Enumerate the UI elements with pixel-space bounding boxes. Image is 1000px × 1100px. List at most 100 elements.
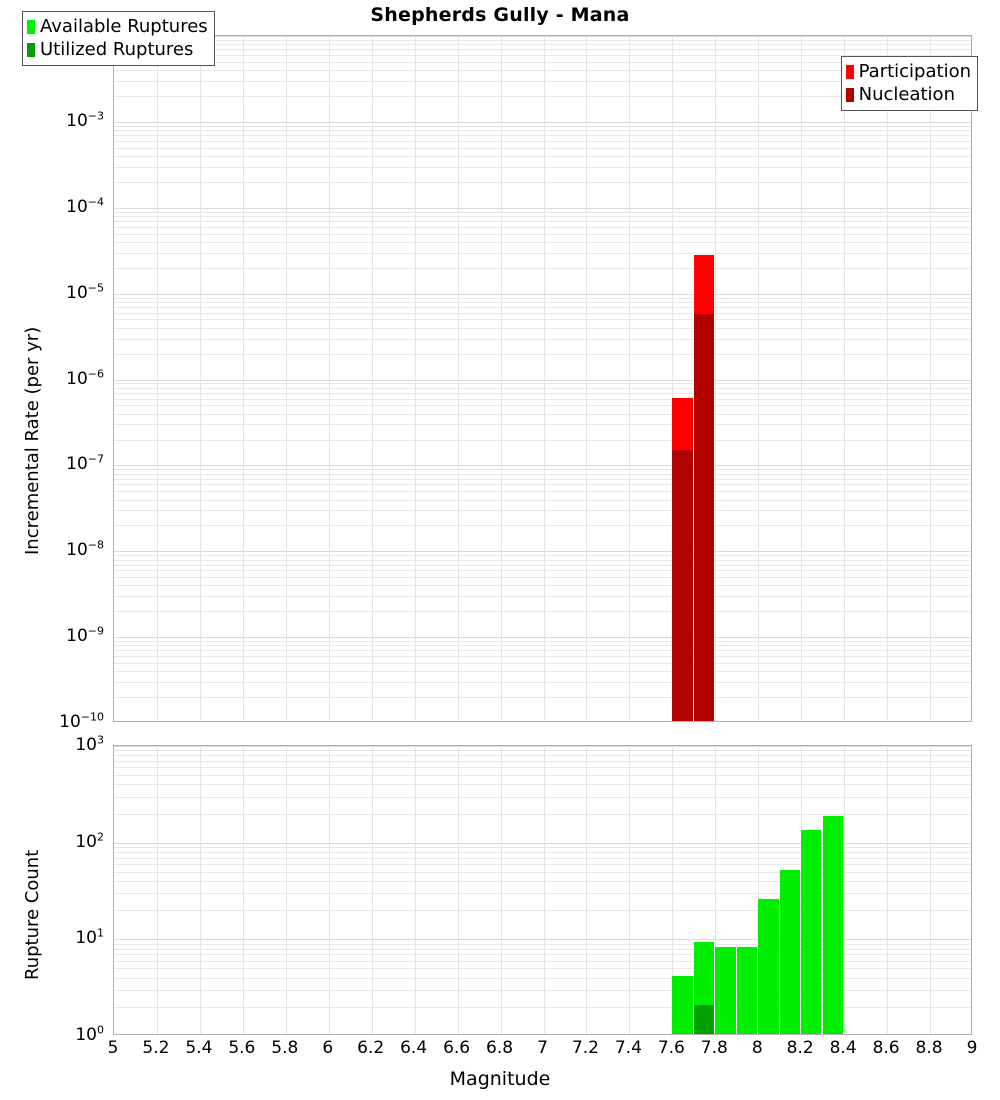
gridline-horizontal xyxy=(114,943,971,945)
legend-item-available-ruptures: Available Ruptures xyxy=(27,15,208,38)
gridline-vertical xyxy=(887,746,888,1034)
gridline-vertical xyxy=(372,746,373,1034)
gridline-horizontal xyxy=(114,796,971,798)
gridline-horizontal xyxy=(114,893,971,895)
bar-segment-available-ruptures xyxy=(779,869,800,1034)
gridline-horizontal xyxy=(114,312,971,314)
gridline-horizontal xyxy=(114,398,971,400)
bar-7.65 xyxy=(672,746,693,1034)
x-axis-title: Magnitude xyxy=(449,1068,551,1090)
y-tick-label: 10−10 xyxy=(59,710,104,732)
gridline-vertical xyxy=(887,36,888,721)
gridline-horizontal xyxy=(114,306,971,308)
gridline-horizontal xyxy=(114,121,971,123)
top-plot-area xyxy=(114,36,971,721)
x-tick-label: 8 xyxy=(751,1038,763,1058)
x-tick-label: 6.8 xyxy=(486,1038,514,1058)
bar-7.65 xyxy=(672,36,693,721)
gridline-horizontal xyxy=(114,662,971,664)
gridline-horizontal xyxy=(114,559,971,561)
rupture-count-plot xyxy=(113,745,972,1035)
top-y-axis-title: Incremental Rate (per yr) xyxy=(22,326,43,555)
bar-7.05 xyxy=(544,746,564,1034)
legend-label-utilized-ruptures: Utilized Ruptures xyxy=(40,38,194,60)
gridline-horizontal xyxy=(114,775,971,777)
y-tick-label: 102 xyxy=(75,830,104,852)
x-tick-label: 9 xyxy=(966,1038,978,1058)
bar-8.15 xyxy=(779,746,800,1034)
bar-8.05 xyxy=(758,746,779,1034)
x-tick-label: 7.6 xyxy=(657,1038,685,1058)
gridline-horizontal xyxy=(114,577,971,579)
x-tick-label: 5.2 xyxy=(142,1038,170,1058)
gridline-horizontal xyxy=(114,379,971,381)
x-tick-label: 8.6 xyxy=(872,1038,900,1058)
gridline-horizontal xyxy=(114,525,971,527)
x-tick-label: 7 xyxy=(537,1038,548,1058)
gridline-horizontal xyxy=(114,226,971,228)
gridline-horizontal xyxy=(114,44,971,46)
gridline-horizontal xyxy=(114,842,971,844)
x-tick-label: 7.8 xyxy=(700,1038,728,1058)
participation-swatch-icon xyxy=(845,64,854,79)
gridline-horizontal xyxy=(114,852,971,854)
bar-segment-available-ruptures xyxy=(715,946,736,1034)
gridline-horizontal xyxy=(114,233,971,235)
gridline-horizontal xyxy=(114,36,971,37)
gridline-horizontal xyxy=(114,871,971,873)
x-tick-label: 7.4 xyxy=(614,1038,642,1058)
gridline-vertical xyxy=(157,36,158,721)
gridline-horizontal xyxy=(114,465,971,467)
gridline-vertical xyxy=(801,36,802,721)
gridline-horizontal xyxy=(114,746,971,747)
gridline-horizontal xyxy=(114,61,971,63)
gridline-horizontal xyxy=(114,252,971,254)
gridline-vertical xyxy=(544,36,545,721)
gridline-vertical xyxy=(329,36,330,721)
gridline-horizontal xyxy=(114,641,971,643)
incremental-rate-plot xyxy=(113,35,972,722)
gridline-horizontal xyxy=(114,499,971,501)
gridline-vertical xyxy=(415,36,416,721)
gridline-vertical xyxy=(372,36,373,721)
gridline-vertical xyxy=(157,746,158,1034)
y-tick-label: 10−7 xyxy=(66,452,104,475)
gridline-horizontal xyxy=(114,211,971,213)
gridline-horizontal xyxy=(114,611,971,613)
bar-segment-nucleation xyxy=(672,449,693,721)
gridline-horizontal xyxy=(114,221,971,223)
gridline-horizontal xyxy=(114,650,971,652)
y-tick-label: 10−3 xyxy=(66,109,104,131)
gridline-horizontal xyxy=(114,166,971,168)
gridline-vertical xyxy=(672,36,673,721)
gridline-horizontal xyxy=(114,70,971,72)
bottom-y-axis-title: Rupture Count xyxy=(22,849,43,980)
legend-item-participation: Participation xyxy=(845,60,971,83)
x-tick-label: 5.8 xyxy=(271,1038,299,1058)
x-tick-label: 8.8 xyxy=(915,1038,943,1058)
gridline-horizontal xyxy=(114,585,971,587)
bar-segment-utilized-ruptures xyxy=(693,1004,715,1034)
gridline-horizontal xyxy=(114,767,971,769)
gridline-vertical xyxy=(758,36,759,721)
gridline-horizontal xyxy=(114,207,971,209)
gridline-horizontal xyxy=(114,484,971,486)
bar-segment-available-ruptures xyxy=(801,829,822,1034)
gridline-horizontal xyxy=(114,1006,971,1008)
x-tick-label: 5.4 xyxy=(185,1038,213,1058)
gridline-vertical xyxy=(243,36,244,721)
gridline-horizontal xyxy=(114,147,971,149)
gridline-horizontal xyxy=(114,864,971,866)
gridline-horizontal xyxy=(114,297,971,299)
gridline-horizontal xyxy=(114,49,971,51)
gridline-horizontal xyxy=(114,301,971,303)
x-tick-label: 8.2 xyxy=(786,1038,814,1058)
legend-label-nucleation: Nucleation xyxy=(858,83,955,105)
gridline-vertical xyxy=(715,36,716,721)
gridline-horizontal xyxy=(114,156,971,158)
bar-7.75 xyxy=(693,746,715,1034)
gridline-horizontal xyxy=(114,327,971,329)
gridline-horizontal xyxy=(114,760,971,762)
nucleation-swatch-icon xyxy=(845,87,854,102)
